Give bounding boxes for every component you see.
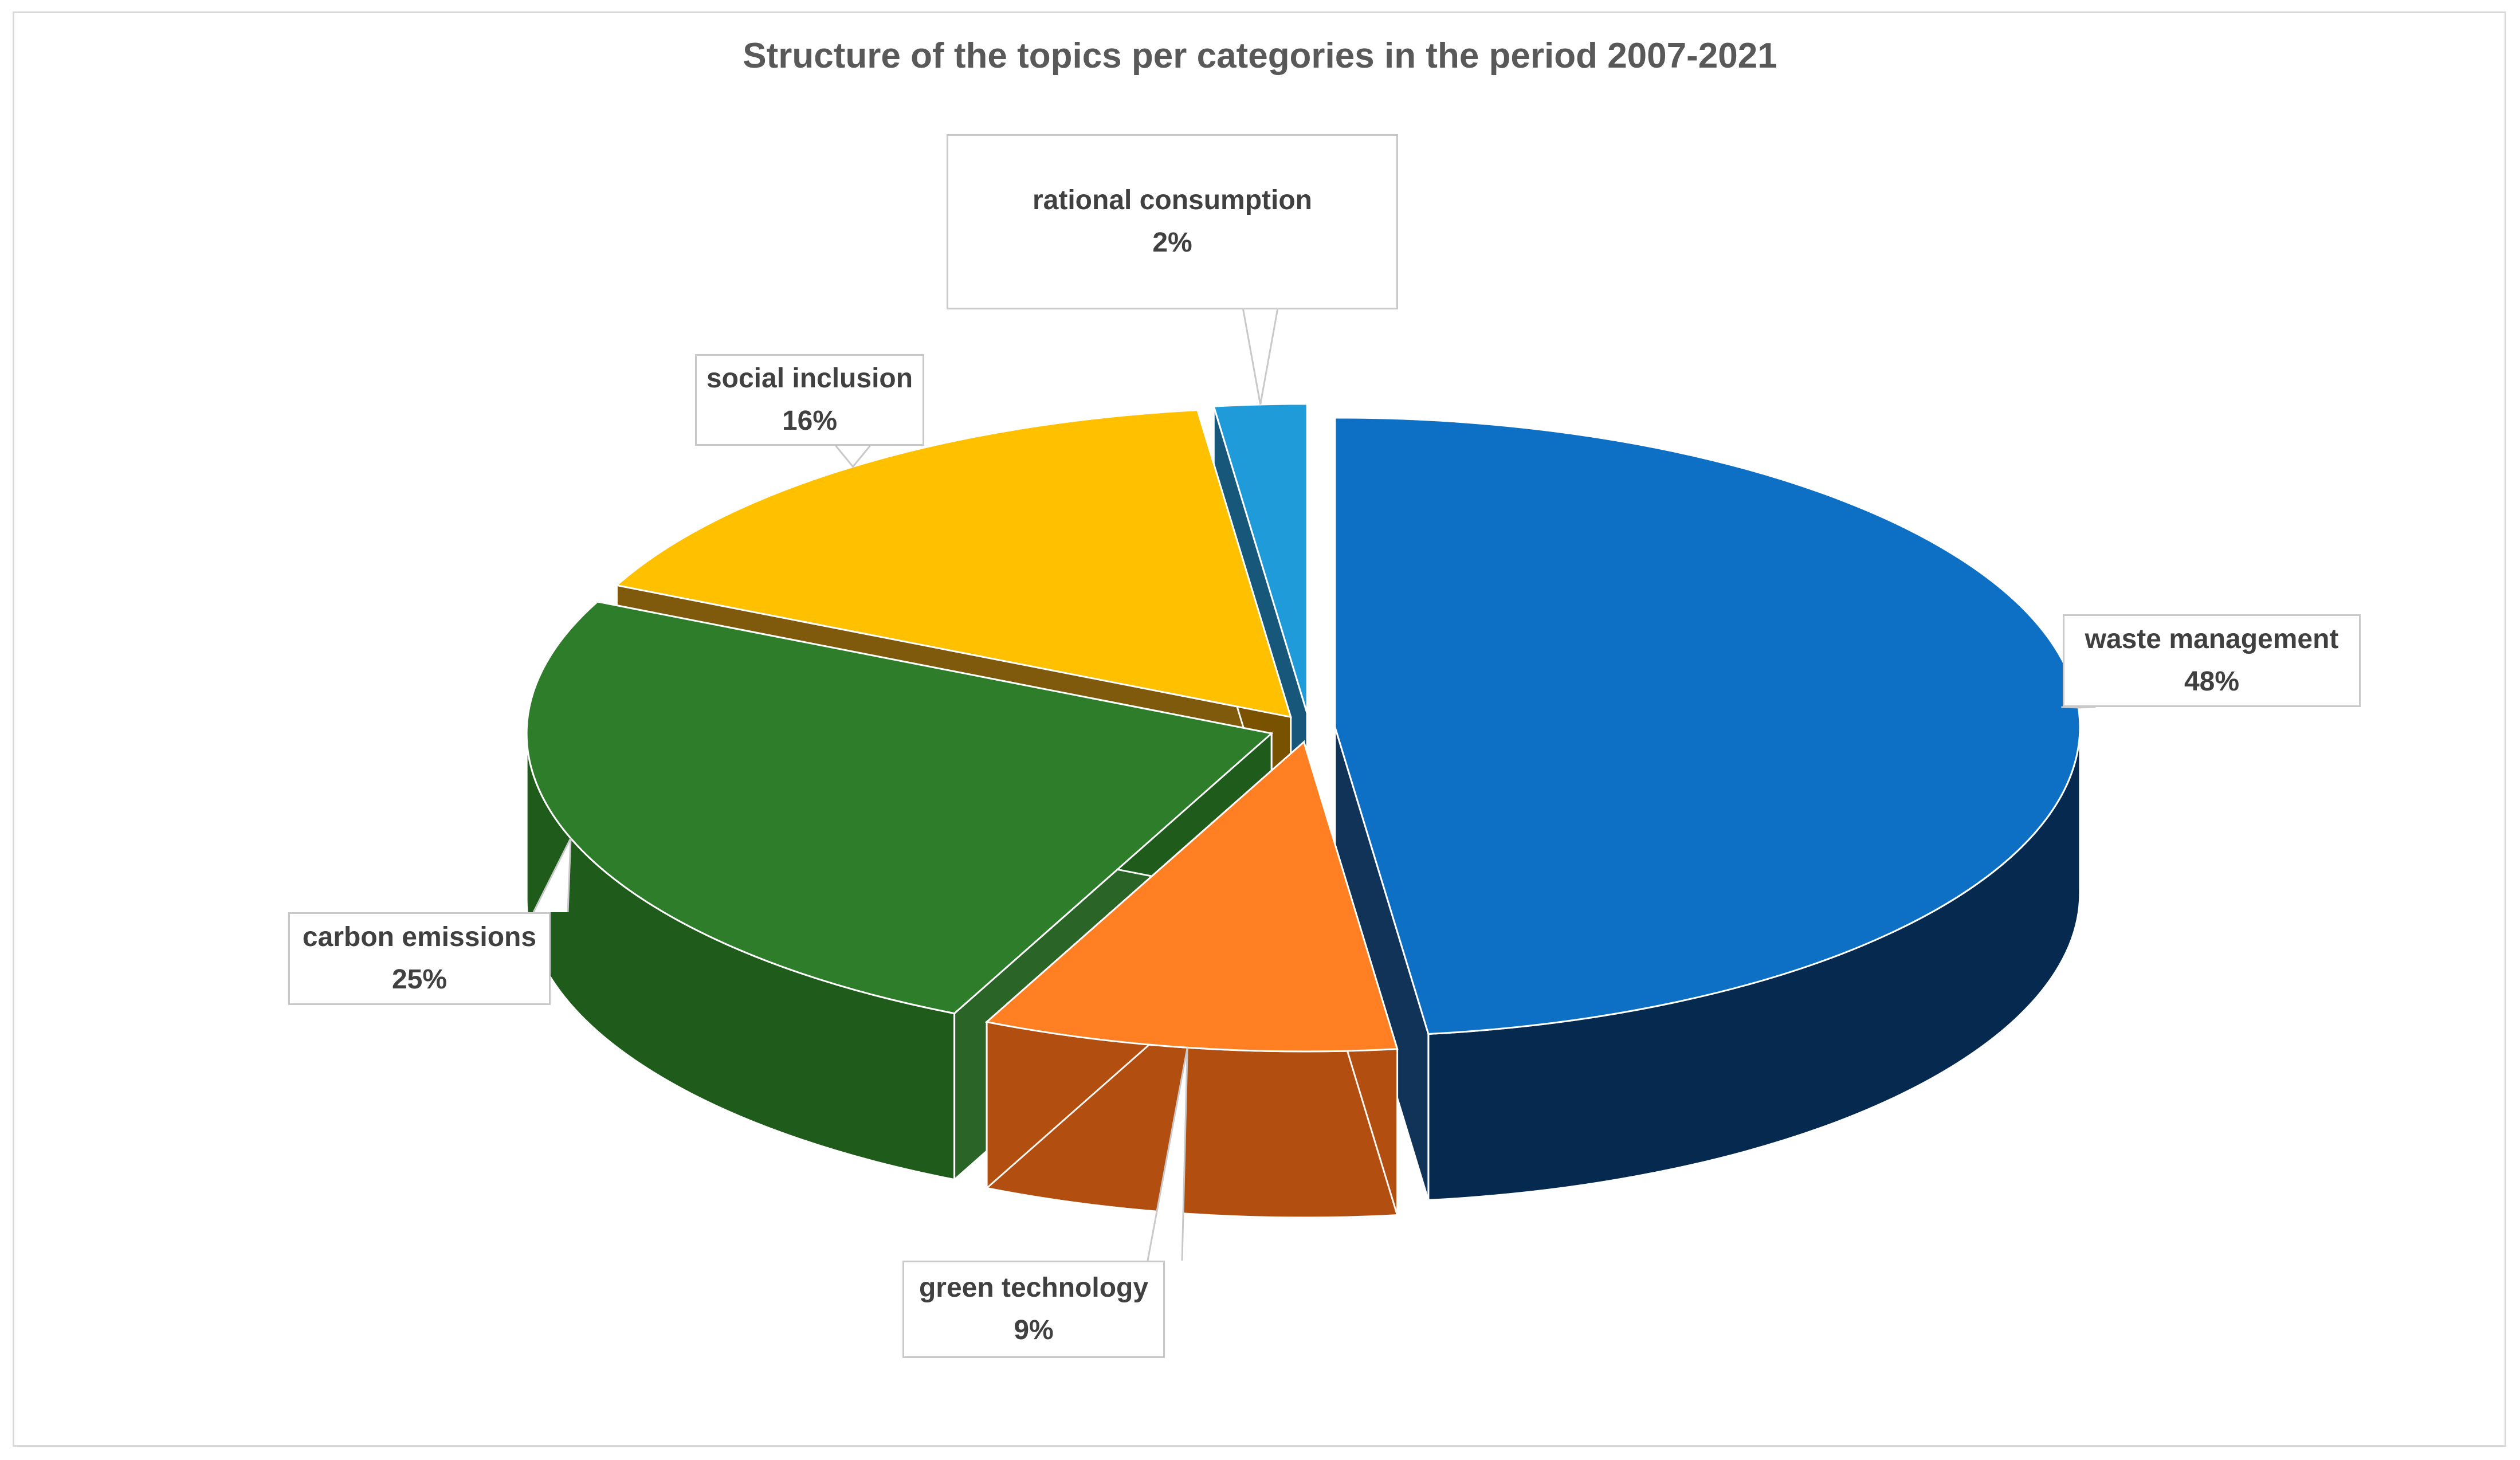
data-label-name: carbon emissions	[302, 921, 537, 952]
data-label-rational-consumption: rational consumption 2%	[947, 134, 1398, 309]
data-label-value: 48%	[2184, 666, 2240, 697]
leader-carbon-emissions	[532, 838, 572, 913]
data-label-value: 2%	[1152, 227, 1192, 258]
data-label-value: 9%	[1014, 1315, 1054, 1345]
leader-lines	[532, 309, 2096, 1261]
data-label-name: social inclusion	[706, 363, 913, 394]
data-label-name: rational consumption	[1032, 185, 1312, 215]
leader-social-inclusion	[835, 445, 871, 468]
data-label-green-technology: green technology 9%	[902, 1261, 1165, 1358]
data-label-value: 25%	[391, 964, 448, 995]
data-label-name: waste management	[2085, 623, 2339, 654]
data-label-name: green technology	[918, 1272, 1149, 1303]
chart-title: Structure of the topics per categories i…	[743, 36, 1777, 76]
pie-tops	[525, 403, 2081, 1053]
data-label-value: 16%	[782, 406, 838, 436]
data-label-waste-management: waste management 48%	[2063, 614, 2361, 707]
leader-waste-management	[2061, 706, 2096, 709]
leader-rational-consumption	[1242, 309, 1279, 405]
leader-green-technology	[1147, 1047, 1188, 1261]
data-label-carbon-emissions: carbon emissions 25%	[288, 912, 551, 1005]
data-label-social-inclusion: social inclusion 16%	[695, 354, 924, 446]
